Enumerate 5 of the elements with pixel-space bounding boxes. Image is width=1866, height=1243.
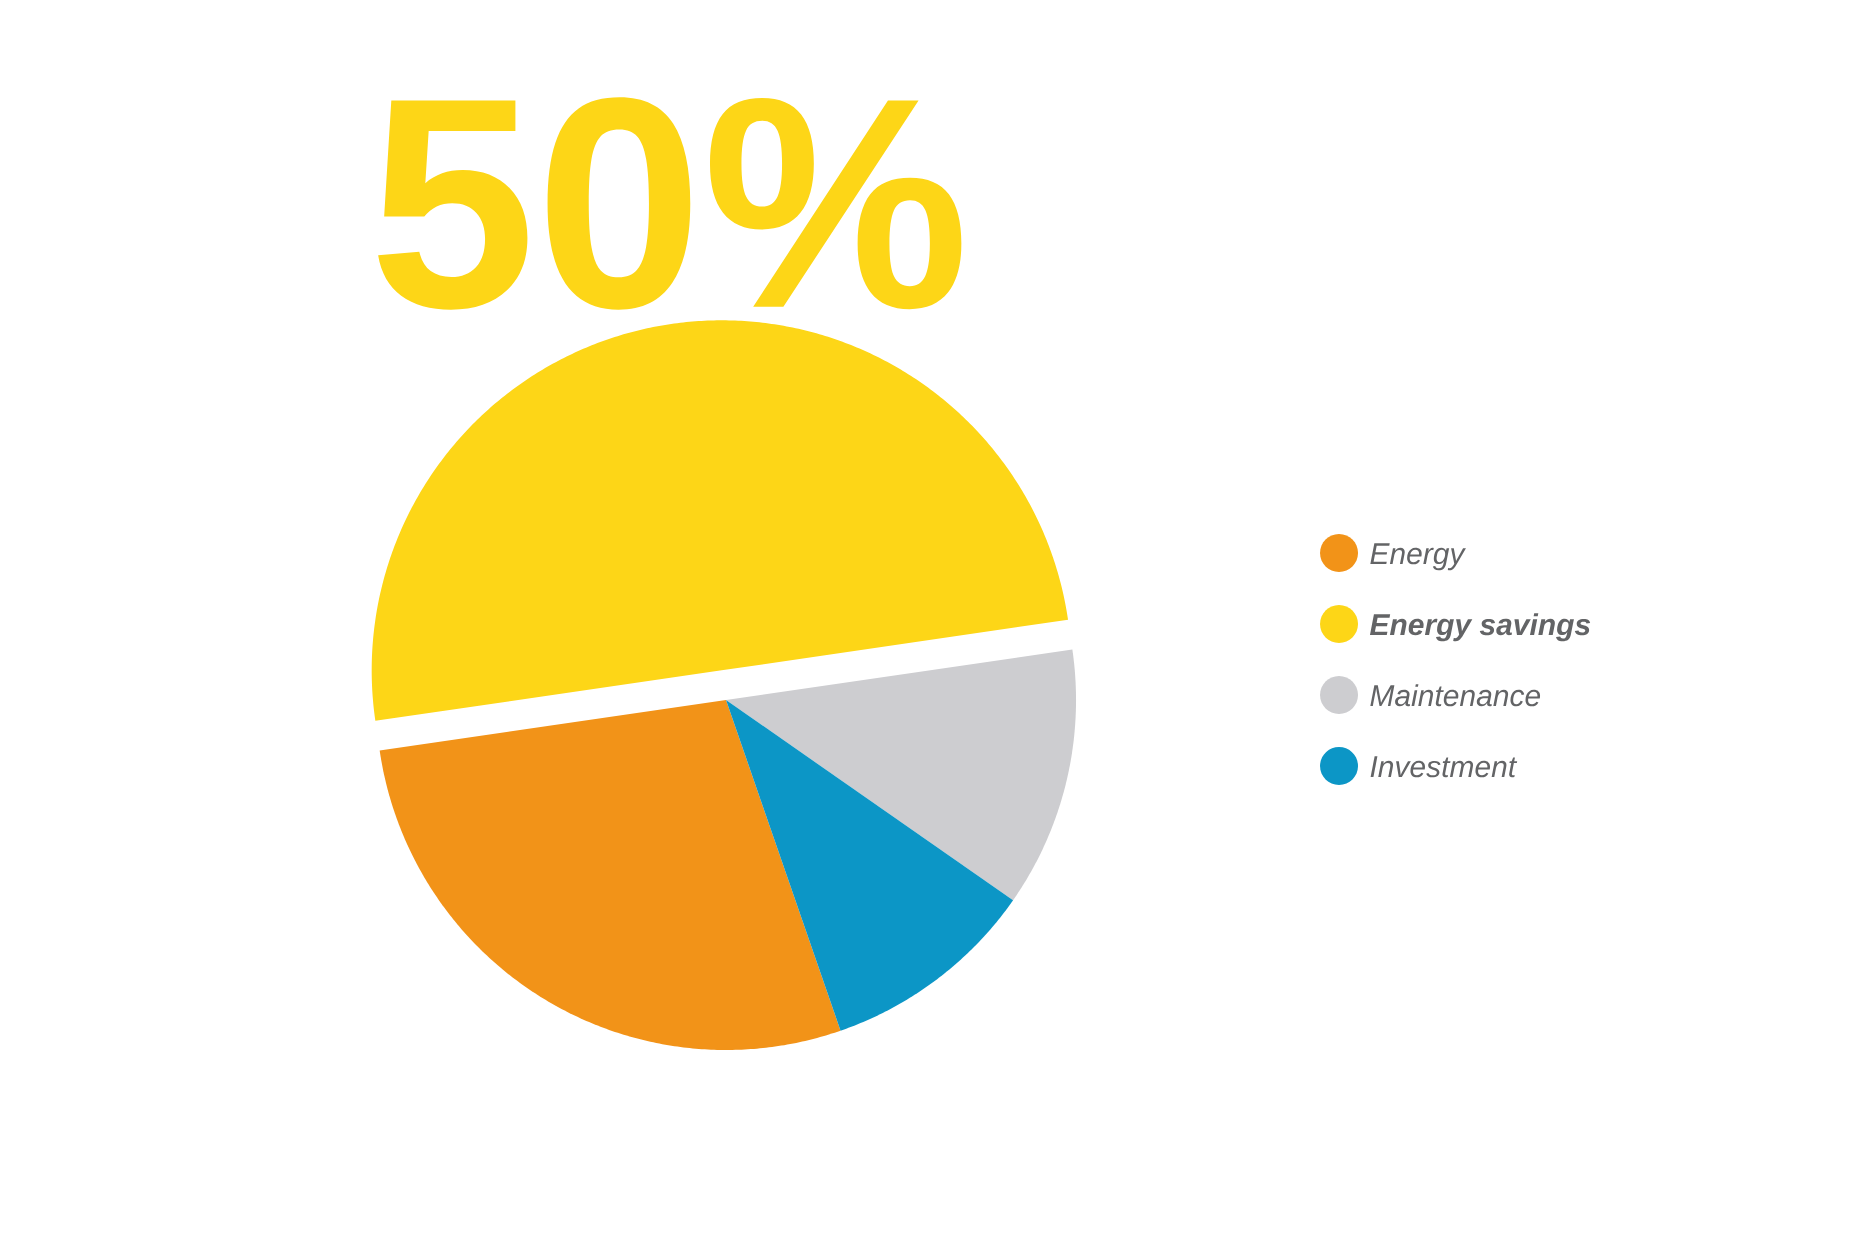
legend-label: Maintenance xyxy=(1370,684,1541,707)
legend-label: Energy savings xyxy=(1369,613,1591,642)
legend-label: Energy xyxy=(1370,543,1466,571)
data-label: 50% xyxy=(378,97,962,310)
legend-label: Investment xyxy=(1370,756,1518,778)
